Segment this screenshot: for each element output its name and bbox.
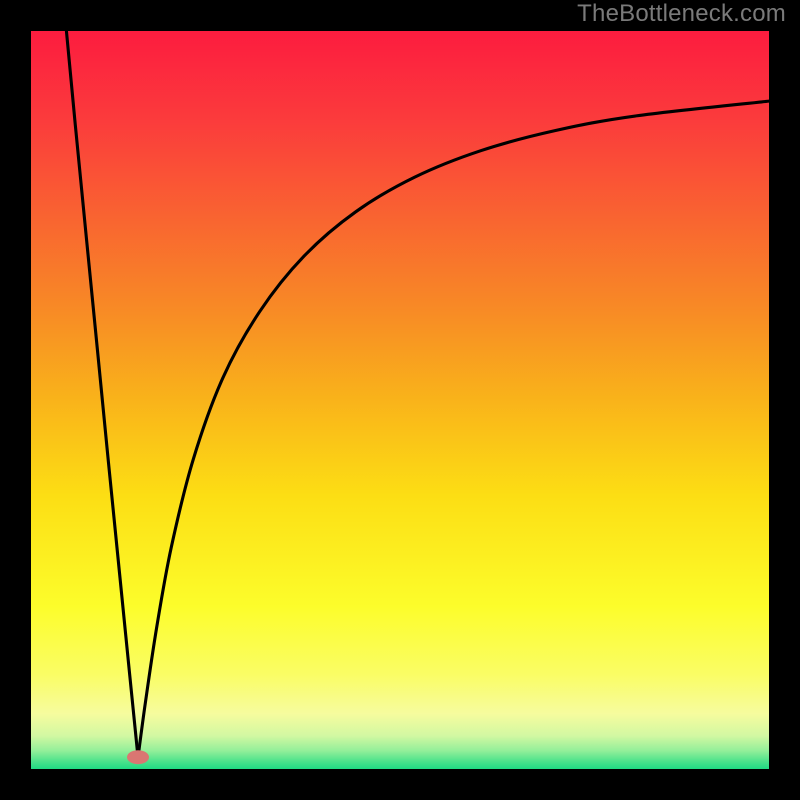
watermark-text: TheBottleneck.com [577,0,786,28]
chart-container: TheBottleneck.com [0,0,800,800]
bottleneck-chart [0,0,800,800]
minimum-marker [127,750,149,764]
plot-background-gradient [31,31,769,769]
